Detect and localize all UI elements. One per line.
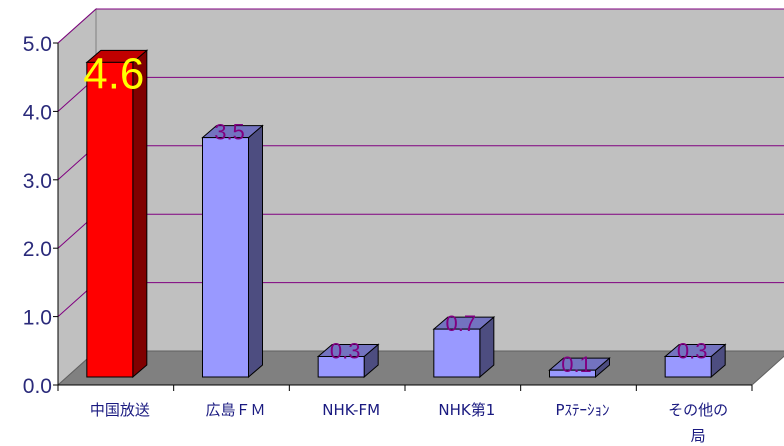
data-label: 0.3 — [677, 338, 708, 363]
bar-front — [86, 61, 134, 378]
bar-front — [664, 355, 712, 378]
y-tick-label: 0.0 — [23, 375, 52, 398]
data-label: 0.1 — [561, 352, 592, 377]
data-label: 3.5 — [214, 120, 245, 145]
y-tick-label: 4.0 — [23, 101, 52, 124]
bar — [663, 343, 727, 379]
data-label: 0.3 — [330, 338, 361, 363]
bar-front — [317, 355, 365, 378]
data-label: 4.6 — [83, 49, 144, 98]
x-tick-label: 中国放送 — [90, 401, 150, 419]
x-tick-label: 広島ＦＭ — [205, 401, 265, 419]
x-tick-label: 局 — [691, 427, 706, 445]
bar-front — [549, 369, 596, 378]
bars — [85, 49, 727, 379]
x-tick-label: NHK第1 — [438, 401, 495, 419]
chart-back-wall — [95, 8, 784, 352]
data-label: 0.7 — [446, 311, 477, 336]
bar — [85, 49, 149, 379]
bar — [316, 343, 380, 379]
bar-front — [433, 328, 481, 378]
x-tick-label: Pｽﾃｰｼｮﾝ — [555, 401, 609, 419]
bar-front — [202, 137, 249, 378]
y-tick-label: 1.0 — [23, 307, 52, 330]
y-tick-label: 3.0 — [23, 170, 52, 193]
bar-side — [132, 49, 148, 379]
bar — [201, 124, 264, 379]
bar — [432, 316, 496, 379]
y-tick-label: 5.0 — [23, 33, 52, 56]
y-tick-label: 2.0 — [23, 238, 52, 261]
data-labels: 4.6 3.5 0.3 0.7 0.1 0.3 — [83, 49, 707, 377]
x-tick-label: NHK-FM — [322, 401, 380, 419]
bar — [548, 357, 611, 379]
y-ticks: 0.0 1.0 2.0 3.0 4.0 5.0 — [23, 33, 58, 398]
gridline-side — [57, 8, 97, 44]
x-tick-label: その他の — [668, 401, 728, 419]
bar-side — [248, 124, 263, 379]
